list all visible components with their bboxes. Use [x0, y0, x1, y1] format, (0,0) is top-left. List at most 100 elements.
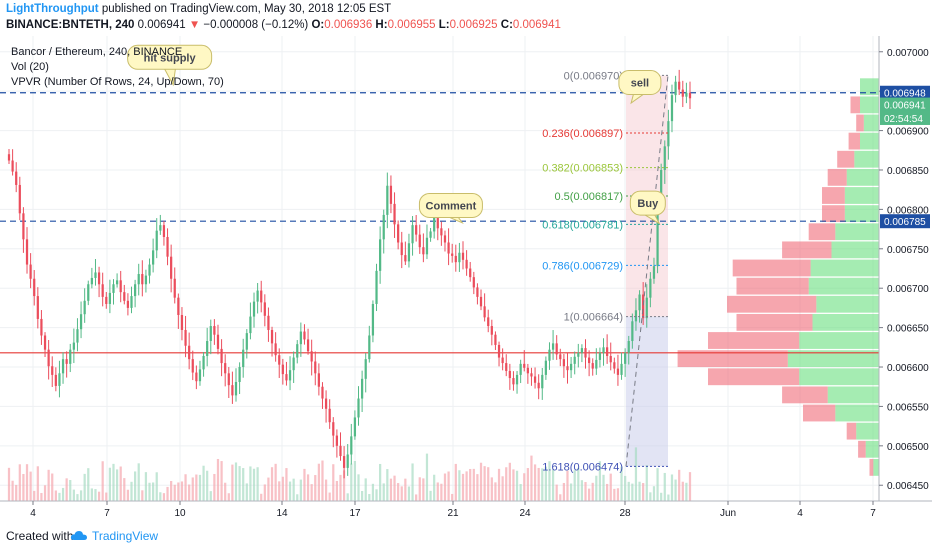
candle-body[interactable] — [206, 341, 209, 356]
candle-body[interactable] — [422, 247, 425, 255]
candle-body[interactable] — [404, 255, 407, 262]
candle-body[interactable] — [242, 349, 245, 368]
candle-body[interactable] — [90, 277, 93, 285]
candle-body[interactable] — [602, 347, 605, 353]
candle-body[interactable] — [342, 456, 346, 468]
candle-body[interactable] — [328, 408, 331, 423]
candle-body[interactable] — [130, 296, 133, 308]
candle-body[interactable] — [321, 386, 324, 399]
candle-body[interactable] — [252, 301, 256, 317]
candle-body[interactable] — [469, 268, 472, 278]
candle-body[interactable] — [198, 369, 202, 382]
candle-body[interactable] — [400, 242, 403, 256]
candle-body[interactable] — [288, 370, 292, 381]
callout-bubble[interactable] — [127, 44, 213, 70]
candle-body[interactable] — [425, 237, 429, 255]
candle-body[interactable] — [162, 225, 166, 237]
candle-body[interactable] — [18, 184, 21, 214]
candle-body[interactable] — [591, 363, 594, 369]
candle-body[interactable] — [180, 315, 184, 330]
candle-body[interactable] — [58, 373, 61, 386]
candle-body[interactable] — [465, 259, 468, 269]
candle-body[interactable] — [634, 310, 638, 322]
candle-body[interactable] — [166, 236, 169, 257]
candle-body[interactable] — [595, 359, 598, 369]
candle-body[interactable] — [688, 92, 692, 99]
candle-body[interactable] — [541, 374, 544, 389]
candle-body[interactable] — [137, 274, 140, 285]
candle-body[interactable] — [559, 354, 562, 360]
candle-body[interactable] — [123, 292, 126, 301]
candle-body[interactable] — [472, 277, 475, 288]
candle-body[interactable] — [418, 234, 421, 248]
candle-body[interactable] — [292, 357, 295, 371]
candle-body[interactable] — [379, 239, 382, 271]
candle-body[interactable] — [624, 352, 627, 364]
candle-body[interactable] — [436, 216, 439, 229]
candle-body[interactable] — [652, 266, 656, 279]
candle-body[interactable] — [303, 331, 306, 340]
candle-body[interactable] — [515, 374, 519, 385]
candle-body[interactable] — [526, 367, 529, 374]
candle-body[interactable] — [620, 363, 623, 375]
candle-body[interactable] — [40, 318, 43, 336]
candle-body[interactable] — [642, 294, 645, 319]
candle-body[interactable] — [353, 417, 357, 437]
candle-body[interactable] — [530, 373, 533, 377]
candle-body[interactable] — [173, 278, 176, 298]
candle-body[interactable] — [346, 454, 349, 468]
candle-body[interactable] — [360, 378, 364, 399]
candle-body[interactable] — [61, 359, 65, 374]
candle-body[interactable] — [83, 300, 86, 315]
candle-body[interactable] — [685, 92, 688, 97]
candle-body[interactable] — [483, 306, 486, 318]
candle-body[interactable] — [415, 225, 418, 235]
candle-body[interactable] — [285, 374, 288, 381]
candle-body[interactable] — [674, 81, 677, 96]
candle-body[interactable] — [231, 385, 234, 396]
candle-body[interactable] — [580, 348, 584, 353]
candle-body[interactable] — [213, 326, 216, 335]
candle-body[interactable] — [638, 294, 641, 311]
candle-body[interactable] — [350, 436, 353, 455]
candle-body[interactable] — [678, 81, 681, 90]
candle-body[interactable] — [299, 331, 302, 345]
time-axis[interactable]: 4 7 10 14 17 21 24 28 Jun 4 7 — [30, 501, 876, 519]
candle-body[interactable] — [15, 171, 18, 185]
candle-body[interactable] — [562, 359, 566, 367]
author-link[interactable]: LightThroughput — [6, 3, 99, 15]
candle-body[interactable] — [649, 278, 652, 298]
candle-body[interactable] — [458, 252, 461, 263]
candle-body[interactable] — [631, 321, 634, 342]
candle-body[interactable] — [613, 362, 616, 369]
candle-body[interactable] — [191, 359, 194, 373]
fibonacci-levels[interactable]: 0(0.006970) 0.236(0.006897) 0.382(0.006853… — [542, 70, 669, 473]
candle-body[interactable] — [447, 242, 450, 254]
candle-body[interactable] — [429, 231, 432, 238]
candle-body[interactable] — [22, 213, 25, 240]
candle-body[interactable] — [433, 216, 436, 232]
candle-body[interactable] — [310, 351, 313, 362]
candle-body[interactable] — [490, 326, 493, 335]
candle-body[interactable] — [386, 185, 389, 215]
candle-body[interactable] — [375, 270, 378, 304]
callout-bubble[interactable] — [618, 70, 662, 95]
candle-body[interactable] — [51, 366, 54, 375]
candle-body[interactable] — [260, 290, 263, 303]
candle-body[interactable] — [508, 370, 511, 379]
legend-volume[interactable]: Vol (20) — [11, 61, 49, 73]
chart-legend[interactable]: Bancor / Ethereum, 240, BINANCE Vol (20)… — [11, 46, 224, 88]
candle-body[interactable] — [43, 335, 47, 350]
legend-vpvr[interactable]: VPVR (Number Of Rows, 24, Up/Down, 70) — [11, 76, 224, 88]
candle-body[interactable] — [7, 154, 11, 161]
candle-body[interactable] — [670, 95, 674, 122]
candle-body[interactable] — [505, 363, 508, 371]
candle-body[interactable] — [479, 296, 483, 307]
candle-body[interactable] — [306, 339, 310, 352]
candle-body[interactable] — [141, 274, 144, 285]
candle-body[interactable] — [656, 199, 659, 267]
candle-body[interactable] — [94, 272, 97, 278]
callout-bubble[interactable] — [418, 192, 483, 218]
candle-body[interactable] — [11, 160, 14, 172]
candle-body[interactable] — [544, 360, 547, 375]
